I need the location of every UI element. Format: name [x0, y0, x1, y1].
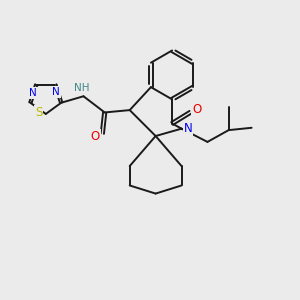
- Text: N: N: [29, 88, 37, 98]
- Text: O: O: [90, 130, 100, 142]
- Text: NH: NH: [74, 83, 90, 93]
- Text: N: N: [184, 122, 192, 135]
- Text: N: N: [52, 87, 60, 97]
- Text: S: S: [35, 106, 42, 119]
- Text: O: O: [192, 103, 201, 116]
